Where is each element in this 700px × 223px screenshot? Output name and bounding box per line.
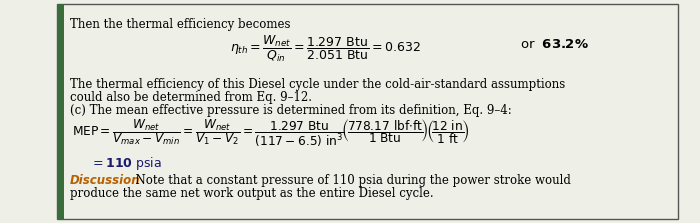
Bar bbox=[57, 4, 678, 219]
Text: could also be determined from Eq. 9–12.: could also be determined from Eq. 9–12. bbox=[70, 91, 312, 104]
Text: Discussion: Discussion bbox=[70, 174, 141, 187]
Text: produce the same net work output as the entire Diesel cycle.: produce the same net work output as the … bbox=[70, 187, 433, 200]
Text: The thermal efficiency of this Diesel cycle under the cold-air-standard assumpti: The thermal efficiency of this Diesel cy… bbox=[70, 78, 566, 91]
Text: Note that a constant pressure of 110 psia during the power stroke would: Note that a constant pressure of 110 psi… bbox=[128, 174, 571, 187]
Text: $= \mathbf{110\ \mathrm{psia}}$: $= \mathbf{110\ \mathrm{psia}}$ bbox=[90, 155, 162, 172]
Text: $\mathrm{MEP} = \dfrac{W_{net}}{V_{max}-V_{min}} = \dfrac{W_{net}}{V_1 - V_2} = : $\mathrm{MEP} = \dfrac{W_{net}}{V_{max}-… bbox=[72, 118, 470, 149]
Text: $\eta_{th} = \dfrac{W_{net}}{Q_{in}} = \dfrac{1.297\ \mathrm{Btu}}{2.051\ \mathr: $\eta_{th} = \dfrac{W_{net}}{Q_{in}} = \… bbox=[230, 34, 421, 64]
Text: Then the thermal efficiency becomes: Then the thermal efficiency becomes bbox=[70, 18, 290, 31]
Bar bbox=[57, 4, 64, 219]
Text: (c) The mean effective pressure is determined from its definition, Eq. 9–4:: (c) The mean effective pressure is deter… bbox=[70, 104, 512, 117]
Text: or  $\mathbf{63.2\%}$: or $\mathbf{63.2\%}$ bbox=[520, 38, 589, 51]
